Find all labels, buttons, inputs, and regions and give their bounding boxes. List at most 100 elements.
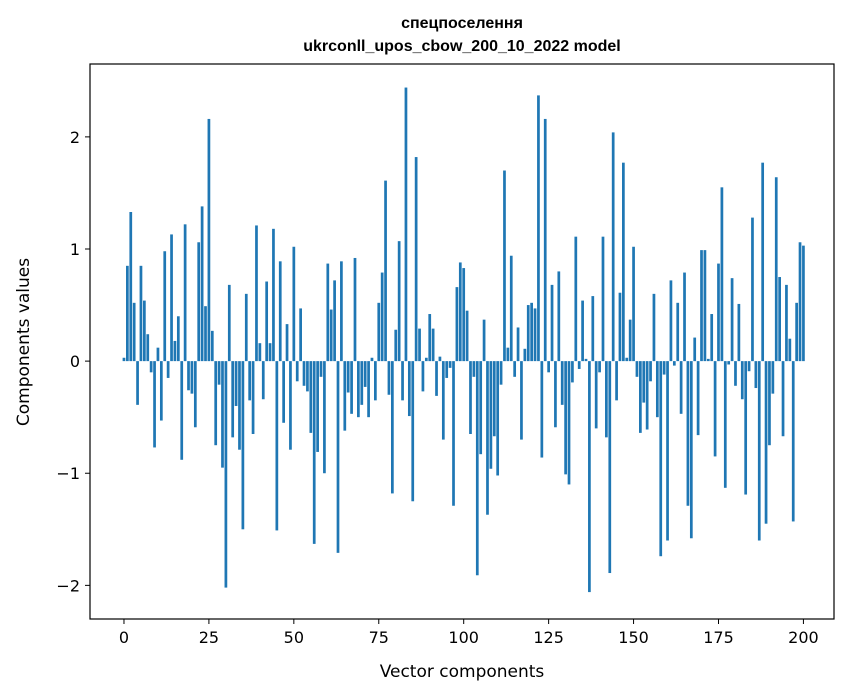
bar-9: [153, 361, 156, 448]
bar-194: [781, 361, 785, 437]
bar-178: [727, 361, 731, 365]
bar-58: [319, 361, 323, 377]
bar-104: [475, 361, 479, 576]
bar-109: [492, 361, 496, 437]
bar-80: [394, 329, 398, 362]
bar-161: [669, 280, 673, 362]
bar-11: [159, 361, 163, 421]
bar-171: [703, 250, 707, 362]
plot-frame: [89, 63, 835, 620]
bar-19: [187, 361, 190, 391]
bar-16: [176, 316, 180, 362]
bar-60: [326, 263, 330, 362]
x-tick-label: 175: [703, 628, 734, 647]
bars: [122, 87, 805, 593]
bar-107: [486, 361, 489, 515]
bar-130: [564, 361, 567, 475]
bar-190: [768, 361, 771, 446]
bar-126: [550, 284, 554, 362]
bar-82: [401, 361, 404, 401]
bar-27: [214, 361, 218, 446]
bar-96: [448, 361, 452, 368]
bar-169: [696, 361, 700, 436]
bar-1: [126, 265, 129, 362]
bar-152: [639, 361, 642, 433]
bar-128: [557, 271, 561, 362]
bar-41: [261, 361, 265, 400]
bar-149: [628, 319, 632, 362]
bar-79: [391, 361, 394, 494]
bar-168: [693, 337, 697, 362]
bar-46: [278, 261, 282, 362]
bar-137: [588, 361, 591, 593]
bar-139: [594, 361, 598, 429]
bar-70: [360, 361, 364, 405]
bar-102: [469, 361, 472, 434]
bar-17: [180, 361, 184, 460]
bar-95: [445, 361, 449, 378]
bar-112: [503, 170, 506, 362]
bar-71: [363, 361, 367, 387]
bar-47: [282, 361, 285, 423]
bar-69: [357, 361, 360, 418]
bar-136: [584, 358, 588, 362]
bar-199: [798, 242, 802, 362]
bar-86: [414, 157, 418, 362]
bar-30: [224, 361, 228, 588]
bar-84: [407, 361, 411, 417]
bar-117: [520, 361, 523, 440]
bar-50: [292, 246, 296, 362]
bar-34: [238, 361, 241, 450]
bar-106: [482, 319, 486, 362]
bar-81: [397, 241, 401, 362]
bar-3: [132, 302, 136, 362]
bar-138: [591, 296, 595, 362]
bar-40: [258, 343, 262, 362]
bar-20: [190, 361, 194, 394]
bar-67: [350, 361, 353, 414]
bar-24: [204, 306, 207, 362]
bar-90: [428, 314, 432, 362]
bar-147: [622, 162, 625, 362]
bar-88: [421, 361, 425, 392]
x-tick-label: 0: [119, 628, 129, 647]
bar-59: [323, 361, 326, 474]
bar-61: [329, 309, 333, 362]
bar-195: [785, 284, 788, 362]
bar-114: [509, 255, 513, 362]
bar-121: [533, 308, 537, 362]
bar-100: [462, 268, 466, 362]
bar-108: [489, 361, 493, 469]
bar-36: [244, 293, 248, 362]
bar-0: [122, 357, 126, 362]
bar-87: [418, 328, 421, 362]
bar-166: [686, 361, 690, 506]
bar-38: [251, 361, 255, 434]
y-tick-label: −2: [56, 576, 80, 595]
bar-116: [516, 327, 520, 362]
bar-53: [302, 361, 306, 386]
bar-51: [295, 361, 299, 382]
bar-56: [312, 361, 316, 544]
bar-101: [465, 310, 469, 362]
bar-12: [163, 251, 167, 362]
bar-118: [523, 348, 527, 362]
bar-75: [377, 302, 381, 362]
x-tick-label: 125: [533, 628, 564, 647]
x-tick-label: 200: [788, 628, 819, 647]
bar-7: [146, 334, 150, 362]
bar-122: [537, 95, 540, 362]
bar-144: [611, 132, 615, 362]
bar-113: [506, 347, 510, 362]
bar-97: [452, 361, 455, 506]
y-tick-label: −1: [56, 464, 80, 483]
bar-13: [166, 361, 170, 378]
y-tick-label: 2: [70, 128, 80, 147]
bar-185: [751, 217, 754, 362]
bar-131: [567, 361, 571, 485]
bar-21: [193, 361, 197, 428]
bar-175: [717, 263, 720, 362]
bar-6: [143, 300, 146, 362]
bar-124: [543, 118, 547, 362]
